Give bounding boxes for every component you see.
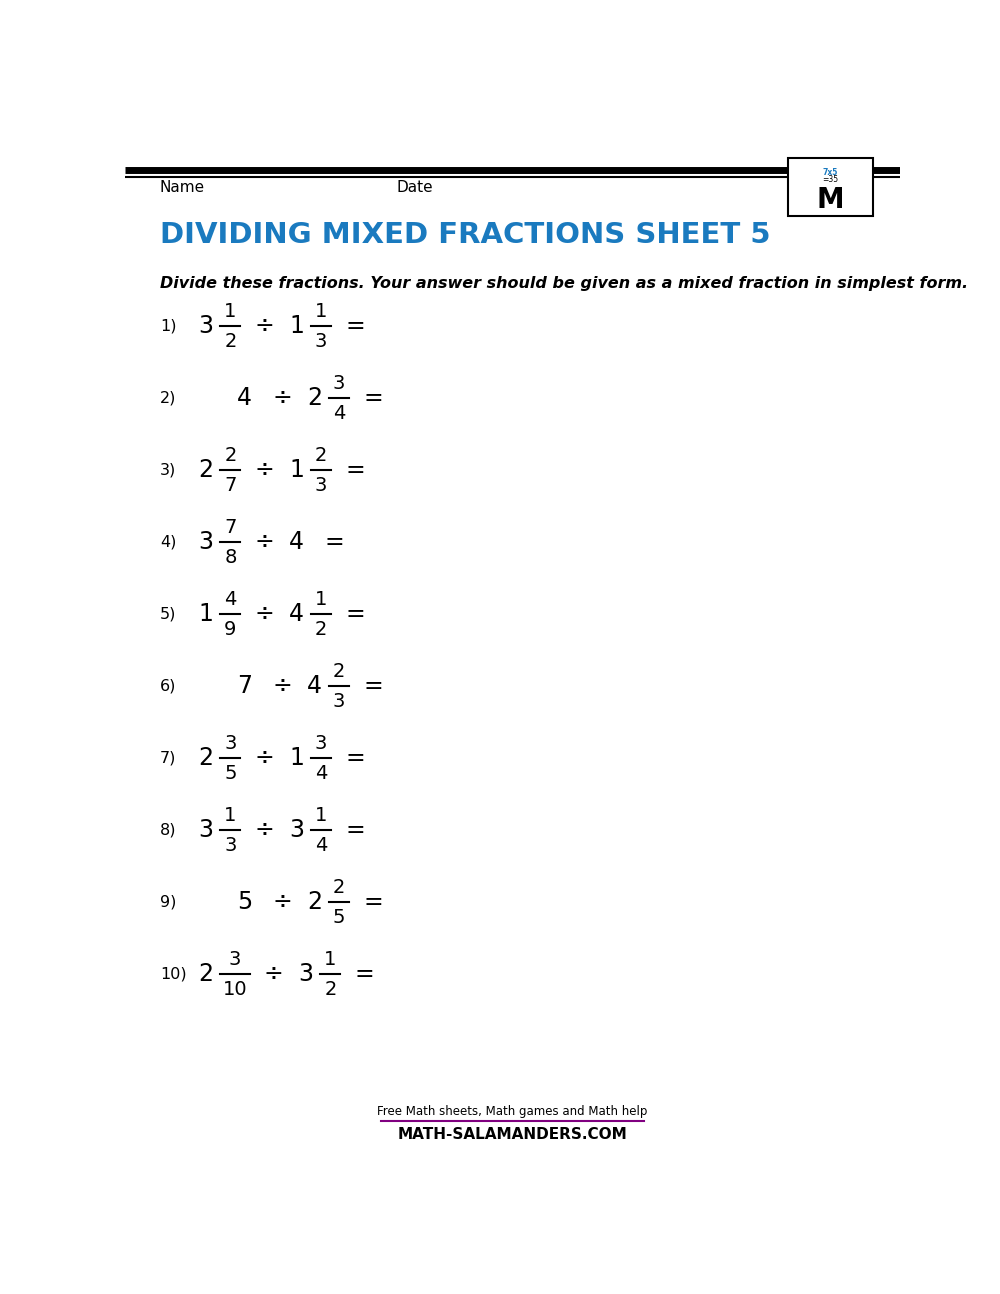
- Text: 2: 2: [199, 963, 214, 986]
- Text: 1: 1: [315, 302, 327, 321]
- Text: 2: 2: [315, 445, 327, 465]
- Text: 2): 2): [160, 391, 176, 406]
- Text: ÷: ÷: [272, 674, 292, 699]
- Text: =: =: [355, 963, 374, 986]
- Text: 1: 1: [289, 458, 304, 483]
- Text: 3: 3: [199, 531, 214, 554]
- Text: 1: 1: [315, 806, 327, 824]
- Text: MATH-SALAMANDERS.COM: MATH-SALAMANDERS.COM: [398, 1127, 627, 1143]
- Text: 5: 5: [224, 763, 237, 783]
- Text: 4: 4: [333, 404, 345, 423]
- Text: 3: 3: [289, 818, 304, 842]
- Text: 3: 3: [199, 818, 214, 842]
- Text: 2: 2: [199, 747, 214, 770]
- Text: =35: =35: [822, 176, 838, 185]
- Text: 4: 4: [307, 674, 322, 699]
- Text: 7: 7: [237, 674, 252, 699]
- Text: 2: 2: [224, 445, 237, 465]
- Text: 3: 3: [199, 314, 214, 338]
- Text: 2: 2: [324, 980, 337, 999]
- Text: =: =: [363, 890, 383, 914]
- Text: =: =: [345, 314, 365, 338]
- Text: =: =: [345, 602, 365, 626]
- Text: 1: 1: [224, 302, 237, 321]
- Text: 8): 8): [160, 823, 176, 837]
- Text: =: =: [363, 386, 383, 410]
- Text: 3: 3: [315, 331, 327, 351]
- Text: ÷: ÷: [272, 890, 292, 914]
- Text: 4: 4: [315, 763, 327, 783]
- Text: 1: 1: [324, 950, 337, 969]
- Text: 1: 1: [289, 747, 304, 770]
- FancyBboxPatch shape: [788, 158, 873, 216]
- Text: 2: 2: [333, 877, 345, 897]
- Text: 5): 5): [160, 607, 176, 621]
- Text: ÷: ÷: [264, 963, 284, 986]
- Text: Date: Date: [396, 180, 433, 195]
- Text: DIVIDING MIXED FRACTIONS SHEET 5: DIVIDING MIXED FRACTIONS SHEET 5: [160, 221, 770, 250]
- Text: 3: 3: [315, 734, 327, 753]
- Text: 1): 1): [160, 318, 176, 334]
- Text: 4: 4: [289, 602, 304, 626]
- Text: Divide these fractions. Your answer should be given as a mixed fraction in simpl: Divide these fractions. Your answer shou…: [160, 276, 968, 291]
- Text: 7: 7: [224, 518, 237, 537]
- Text: 1: 1: [224, 806, 237, 824]
- Text: 4): 4): [160, 534, 176, 550]
- Text: 2: 2: [224, 331, 237, 351]
- Text: =: =: [345, 458, 365, 483]
- Text: 9: 9: [224, 620, 237, 639]
- Text: 3: 3: [333, 692, 345, 710]
- Text: 1: 1: [315, 590, 327, 608]
- Text: ÷: ÷: [255, 747, 274, 770]
- Text: =: =: [363, 674, 383, 699]
- Text: 4: 4: [224, 590, 237, 608]
- Text: 4: 4: [289, 531, 304, 554]
- Text: 2: 2: [315, 620, 327, 639]
- Text: =: =: [345, 747, 365, 770]
- Text: ÷: ÷: [255, 531, 274, 554]
- Text: 9): 9): [160, 894, 176, 910]
- Text: 3: 3: [315, 476, 327, 494]
- Text: ÷: ÷: [255, 818, 274, 842]
- Text: Name: Name: [160, 180, 205, 195]
- Text: ÷: ÷: [255, 314, 274, 338]
- Text: =: =: [324, 531, 344, 554]
- Text: 6): 6): [160, 678, 176, 694]
- Text: 2: 2: [307, 386, 322, 410]
- Text: ÷: ÷: [255, 458, 274, 483]
- Text: 4: 4: [237, 386, 252, 410]
- Text: ÷: ÷: [272, 386, 292, 410]
- Text: 8: 8: [224, 547, 237, 567]
- Text: 3): 3): [160, 463, 176, 477]
- Text: 10: 10: [223, 980, 247, 999]
- Text: 3: 3: [229, 950, 241, 969]
- Text: 3: 3: [224, 734, 237, 753]
- Text: 5: 5: [237, 890, 253, 914]
- Text: 7): 7): [160, 751, 176, 766]
- Text: 1: 1: [199, 602, 214, 626]
- Text: Free Math sheets, Math games and Math help: Free Math sheets, Math games and Math he…: [377, 1105, 648, 1118]
- Text: 2: 2: [199, 458, 214, 483]
- Text: 5: 5: [333, 907, 345, 927]
- Text: M: M: [816, 186, 844, 214]
- Text: 2: 2: [307, 890, 322, 914]
- Text: 3: 3: [333, 374, 345, 392]
- Text: 3: 3: [299, 963, 314, 986]
- Text: =: =: [345, 818, 365, 842]
- Text: ÷: ÷: [255, 602, 274, 626]
- Text: 2: 2: [333, 661, 345, 681]
- Text: 7: 7: [224, 476, 237, 494]
- Text: 7x5: 7x5: [823, 168, 838, 177]
- Text: 10): 10): [160, 967, 186, 982]
- Text: 4: 4: [315, 836, 327, 855]
- Text: 1: 1: [289, 314, 304, 338]
- Text: 3: 3: [224, 836, 237, 855]
